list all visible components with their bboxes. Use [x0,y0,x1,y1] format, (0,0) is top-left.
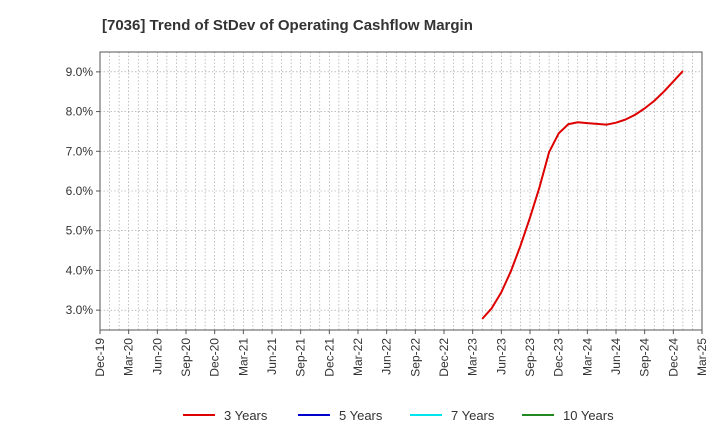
x-tick-label: Mar-25 [695,338,709,376]
y-tick-label: 9.0% [66,65,94,79]
y-tick-label: 4.0% [66,263,94,277]
legend: 3 Years 5 Years 7 Years 10 Years [183,408,614,423]
grid-lines [100,52,702,330]
y-tick-label: 7.0% [66,144,94,158]
x-tick-label: Sep-21 [294,338,308,377]
y-tick-label: 8.0% [66,105,94,119]
y-tick-label: 5.0% [66,224,94,238]
x-tick-label: Mar-20 [122,338,136,376]
x-tick-label: Dec-21 [322,338,336,377]
x-tick-label: Mar-23 [466,338,480,376]
y-tick-label: 3.0% [66,303,94,317]
x-axis-ticks: Dec-19 Mar-20 Jun-20 Sep-20 Dec-20 Mar-21 Jun-… [93,330,709,377]
x-tick-label: Jun-24 [609,338,623,375]
legend-label: 7 Years [451,408,495,423]
x-tick-label: Jun-22 [380,338,394,375]
x-tick-label: Jun-23 [494,338,508,375]
legend-label: 3 Years [224,408,268,423]
x-tick-label: Sep-22 [408,338,422,377]
legend-label: 5 Years [339,408,383,423]
series-line-3-years [481,70,684,320]
x-tick-label: Mar-24 [580,338,594,376]
legend-label: 10 Years [563,408,614,423]
y-tick-label: 6.0% [66,184,94,198]
x-tick-label: Dec-20 [208,338,222,377]
x-tick-label: Mar-22 [351,338,365,376]
x-tick-label: Sep-20 [179,338,193,377]
x-tick-label: Dec-24 [666,338,680,377]
x-tick-label: Sep-24 [638,338,652,377]
series-lines [481,70,684,320]
x-tick-label: Jun-20 [150,338,164,375]
y-axis-ticks: 3.0% 4.0% 5.0% 6.0% 7.0% 8.0% 9.0% [66,65,100,317]
x-tick-label: Sep-23 [523,338,537,377]
x-tick-label: Jun-21 [265,338,279,375]
chart-title: [7036] Trend of StDev of Operating Cashf… [102,17,473,34]
x-tick-label: Mar-21 [236,338,250,376]
x-tick-label: Dec-23 [552,338,566,377]
x-tick-label: Dec-19 [93,338,107,377]
x-tick-label: Dec-22 [437,338,451,377]
